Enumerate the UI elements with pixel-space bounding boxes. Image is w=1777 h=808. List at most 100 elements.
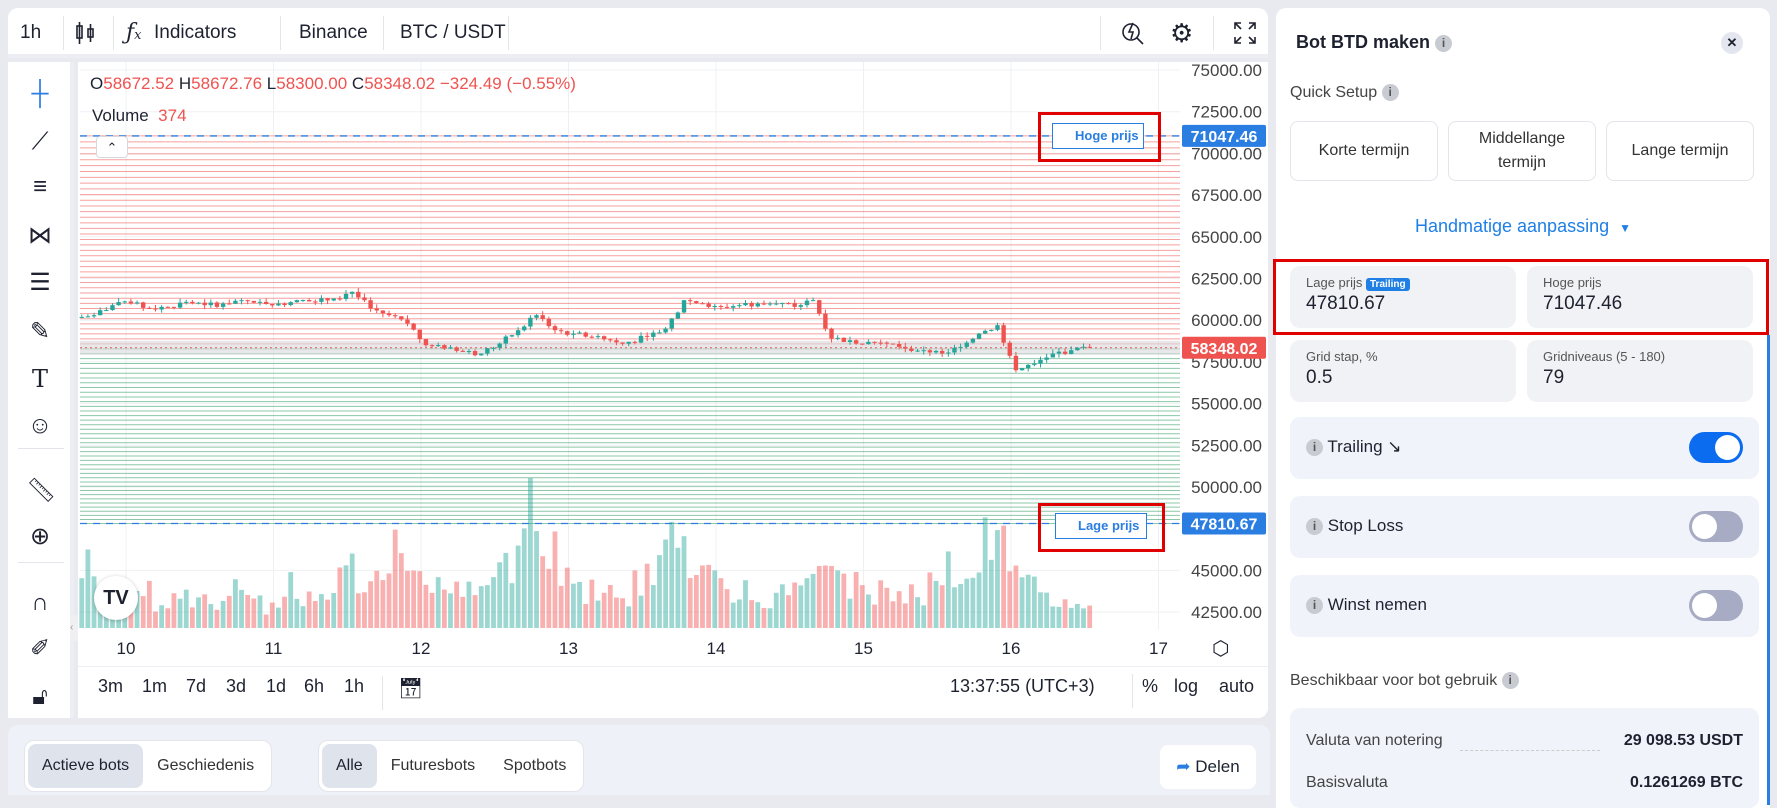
volume-bar [128, 608, 134, 628]
candle-body [786, 303, 791, 305]
range-1m[interactable]: 1m [142, 676, 168, 696]
range-6h[interactable]: 6h [304, 676, 325, 696]
info-icon[interactable]: i [1501, 672, 1519, 690]
alert-search-icon[interactable] [1120, 8, 1146, 58]
stop-loss-toggle[interactable] [1689, 511, 1743, 542]
grid-levels-field[interactable]: Gridniveaus (5 - 180) 79 [1527, 340, 1753, 402]
tradingview-logo[interactable]: TV [94, 576, 138, 620]
grid-step-field[interactable]: Grid stap, % 0.5 [1290, 340, 1516, 402]
exchange-button[interactable]: Binance [299, 22, 368, 43]
axis-settings-icon[interactable]: ⬡ [1212, 638, 1230, 660]
volume-bar [546, 568, 552, 628]
fib-icon[interactable]: ☰ [29, 269, 51, 296]
candle-body [503, 336, 509, 344]
info-icon[interactable]: i [1381, 84, 1399, 102]
candle-body [1075, 347, 1080, 351]
ruler-icon[interactable]: 📏︎ [26, 477, 57, 504]
volume-bar [878, 580, 884, 628]
candle-body [982, 330, 988, 334]
candle-body [380, 310, 386, 314]
price-chart[interactable]: 75000.00 72500.00 70000.00 67500.00 65000.00… [0, 0, 1270, 720]
info-icon[interactable]: i [1306, 518, 1323, 536]
candle-body [509, 335, 515, 337]
volume-bar [429, 592, 435, 628]
volume-bar [1087, 605, 1093, 628]
collapse-legend-button[interactable]: ⌃ [96, 136, 128, 158]
candle-body [448, 347, 453, 349]
preset-short-button[interactable]: Korte termijn [1290, 121, 1438, 181]
volume-bar [312, 600, 318, 628]
lock-drawing-icon[interactable]: ✐ [29, 635, 51, 662]
calendar-goto-icon[interactable]: 📅︎ [398, 678, 424, 700]
preset-long-button[interactable]: Lange termijn [1606, 121, 1754, 181]
high-price-field[interactable]: Hoge prijs 71047.46 [1527, 266, 1753, 328]
trend-line-icon[interactable]: ⟋ [31, 128, 49, 155]
close-button[interactable]: ✕ [1721, 32, 1743, 54]
low-price-handle[interactable]: Lage prijs [1055, 513, 1147, 539]
crosshair-icon[interactable]: ┼ [31, 80, 49, 107]
panel-scrollbar[interactable] [1767, 335, 1770, 805]
text-icon[interactable]: T [31, 365, 48, 393]
tab-active-bots[interactable]: Actieve bots [28, 744, 144, 788]
zoom-in-icon[interactable]: ⊕ [29, 523, 51, 550]
share-button[interactable]: ➦ Delen [1160, 745, 1256, 789]
tab-futures-bots[interactable]: Futuresbots [390, 757, 476, 774]
unlock-icon[interactable]: 🔓︎ [32, 683, 48, 710]
range-3m[interactable]: 3m [98, 676, 124, 696]
volume-bar [853, 572, 859, 628]
volume-bar [503, 552, 509, 628]
percent-toggle[interactable]: % [1142, 676, 1159, 696]
emoji-icon[interactable]: ☺ [27, 412, 53, 439]
candle-body [466, 351, 472, 353]
high-price-handle[interactable]: Hoge prijs [1052, 123, 1144, 149]
range-7d[interactable]: 7d [186, 676, 207, 696]
volume-bar [706, 564, 712, 628]
manual-adjust-toggle[interactable]: Handmatige aanpassing ▼ [1414, 216, 1632, 236]
pattern-icon[interactable]: ⋈ [28, 222, 52, 249]
interval-button[interactable]: 1h [20, 22, 42, 43]
tab-all[interactable]: Alle [322, 744, 377, 788]
volume-bar [183, 589, 189, 628]
function-icon[interactable]: ƒx [126, 20, 142, 45]
range-3d[interactable]: 3d [226, 676, 247, 696]
candle-body [927, 350, 933, 353]
price-tick-label: 62500.00 [1191, 270, 1262, 289]
candles-icon[interactable] [74, 8, 100, 58]
tab-history[interactable]: Geschiedenis [157, 757, 255, 774]
volume-bar [269, 602, 275, 628]
gear-icon[interactable]: ⚙ [1170, 18, 1194, 48]
collapse-toolbar-handle[interactable]: ‹ [70, 615, 78, 641]
candle-body [1050, 353, 1055, 358]
price-tick-label: 52500.00 [1191, 436, 1262, 455]
auto-toggle[interactable]: auto [1219, 676, 1255, 696]
volume-bar [165, 608, 171, 628]
candle-body [644, 335, 650, 337]
preset-medium-button[interactable]: Middellange termijn [1448, 121, 1596, 181]
volume-bar [245, 594, 251, 628]
current-price-label-bg [1182, 336, 1266, 359]
brush-icon[interactable]: ✎ [29, 318, 51, 345]
pair-button[interactable]: BTC / USDT [400, 22, 506, 43]
clock[interactable]: 13:37:55 (UTC+3) [950, 676, 1095, 696]
candle-body [122, 301, 127, 303]
volume-bar [1031, 576, 1037, 628]
range-1h[interactable]: 1h [344, 676, 365, 696]
info-icon[interactable]: i [1306, 597, 1323, 615]
candle-body [257, 301, 263, 303]
tab-spot-bots[interactable]: Spotbots [503, 757, 567, 774]
range-1d[interactable]: 1d [266, 676, 287, 696]
horizontal-lines-icon[interactable]: ≡ [32, 173, 47, 200]
fullscreen-icon[interactable] [1233, 8, 1257, 58]
take-profit-toggle[interactable] [1689, 590, 1743, 621]
chart-toolbar: 1h ƒx Indicators Binance BTC / USDT ⚙ [8, 8, 1268, 58]
info-icon[interactable]: i [1306, 439, 1323, 457]
candle-body [780, 303, 785, 305]
magnet-icon[interactable]: ∩ [31, 589, 49, 616]
log-toggle[interactable]: log [1174, 676, 1199, 696]
low-price-field[interactable]: Lage prijs Trailing 47810.67 [1290, 266, 1516, 328]
trailing-toggle[interactable] [1689, 432, 1743, 463]
indicators-button[interactable]: Indicators [154, 22, 237, 43]
candle-body [546, 318, 552, 327]
volume-bar [1044, 592, 1050, 628]
info-icon[interactable]: i [1435, 34, 1453, 52]
